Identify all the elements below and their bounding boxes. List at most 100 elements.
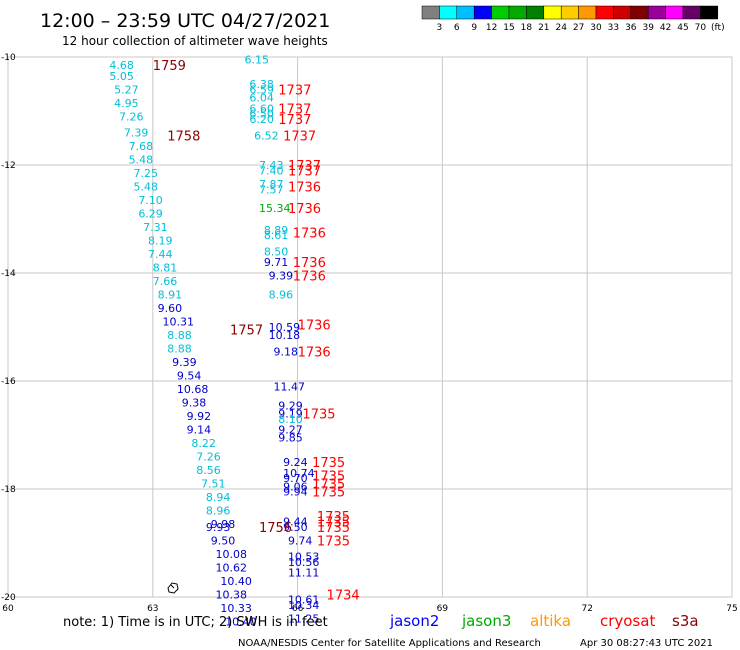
swh-value: 7.51 [201,478,226,491]
swh-value: 10.38 [216,588,248,601]
colorbar-label: 3 [437,23,443,33]
track-time-label: 1736 [293,256,326,271]
swh-value: 10.56 [288,556,320,569]
track-time-label: 1737 [278,83,311,98]
track-time-label: 1737 [288,164,321,179]
legend-altika: altika [530,612,571,630]
lat-tick-label: -12 [1,161,16,171]
lat-tick-label: -18 [1,485,16,495]
colorbar-swatch [473,5,492,20]
colorbar-swatch [421,5,440,20]
lon-tick-label: 69 [437,604,449,614]
swh-value: 8.96 [269,289,294,302]
track-time-label: 1735 [312,486,345,501]
track-time-label: 1737 [283,129,316,144]
legend-cryosat: cryosat [600,612,655,630]
swh-value: 8.94 [206,491,231,504]
track-time-label: 1735 [312,456,345,471]
track-time-label: 1736 [288,202,321,217]
swh-value: 9.50 [211,534,236,547]
swh-value: 8.61 [264,229,289,242]
track-time-label: 1737 [288,159,321,174]
lon-tick-label: 75 [726,604,737,614]
swh-value: 7.87 [259,178,284,191]
track-time-label: 1735 [317,521,350,536]
swh-value: 7.26 [119,110,144,123]
swh-value: 9.92 [187,410,212,423]
swh-value: 7.10 [138,194,163,207]
colorbar-label: 42 [660,23,671,33]
colorbar-label: 12 [486,23,497,33]
swh-value: 10.40 [220,575,252,588]
colorbar-label: 21 [538,23,549,33]
swh-value: 10.68 [177,383,209,396]
colorbar-label: (ft) [711,23,725,33]
colorbar-label: 18 [521,23,533,33]
track-time-label: 1734 [327,588,360,603]
swh-value: 10.40 [225,615,257,628]
swh-value: 11.25 [288,613,320,626]
swh-value: 7.31 [143,221,168,234]
colorbar-label: 15 [503,23,514,33]
swh-value: 4.68 [109,59,134,72]
track-time-label: 1736 [298,345,331,360]
swh-value: 6.60 [249,102,273,115]
colorbar-label: 36 [625,23,637,33]
swh-value: 7.44 [148,248,173,261]
track-time-label: 1737 [278,102,311,117]
swh-value: 5.48 [133,181,158,194]
swh-value: 8.88 [167,329,192,342]
swh-value: 15.34 [259,202,291,215]
swh-value: 5.48 [129,154,154,167]
colorbar-label: 6 [454,23,460,33]
track-time-label: 1735 [302,407,335,422]
swh-value: 8.89 [264,224,289,237]
footer-timestamp: Apr 30 08:27:43 UTC 2021 [580,638,713,649]
wave-height-observations: 4.685.055.274.957.267.397.685.487.255.48… [109,54,319,629]
colorbar-swatch [491,5,510,20]
swh-value: 5.05 [109,70,134,83]
swh-value: 9.18 [273,345,298,358]
lon-tick-label: 60 [2,604,14,614]
swh-value: 10.33 [220,602,252,615]
map-frame [7,56,733,598]
colorbar-swatch [665,5,684,20]
swh-value: 8.10 [278,413,303,426]
track-time-label: 1735 [317,510,350,525]
swh-value: 6.38 [249,78,273,91]
swh-value: 9.29 [278,399,303,412]
swh-value: 10.62 [216,561,248,574]
track-time-labels: 1759175817571756173717371737173717371737… [153,59,360,603]
swh-value: 9.93 [206,521,231,534]
colorbar-swatch [700,5,719,20]
swh-value: 5.27 [114,83,139,96]
swh-value: 9.71 [264,256,289,269]
swh-value: 6.29 [138,208,163,221]
lon-tick-label: 63 [147,604,158,614]
swh-value: 9.38 [182,397,207,410]
swh-value: 10.18 [269,329,301,342]
track-time-label: 1736 [293,270,326,285]
track-time-label: 1735 [312,470,345,485]
colorbar-swatch [508,5,527,20]
swh-value: 9.39 [269,270,294,283]
swh-value: 10.59 [269,321,301,334]
colorbar-label: 30 [590,23,602,33]
swh-value: 10.31 [162,316,194,329]
swh-value: 10.34 [288,599,320,612]
colorbar-swatch [630,5,649,20]
swh-value: 8.19 [148,235,173,248]
track-time-label: 1736 [293,227,326,242]
swh-value: 9.44 [283,515,308,528]
lon-tick-label: 66 [292,604,304,614]
swh-value: 9.54 [177,370,202,383]
satellite-legend: jason2 jason3 altika cryosat s3a [389,612,699,630]
track-time-label: 1759 [153,59,186,74]
track-time-label: 1736 [298,318,331,333]
swh-value: 7.25 [133,167,158,180]
swh-value: 7.26 [196,451,221,464]
swh-value: 11.11 [288,567,320,580]
swh-value: 7.66 [153,275,178,288]
track-time-label: 1735 [317,515,350,530]
